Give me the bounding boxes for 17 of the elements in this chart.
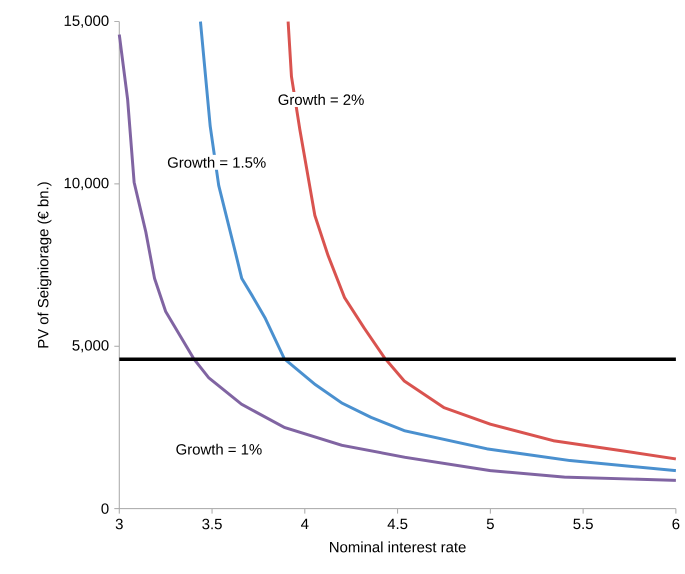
series-label: Growth = 2%: [278, 94, 364, 106]
y-axis-title: PV of Seigniorage (€ bn.): [38, 182, 52, 348]
x-tick-label: 3: [116, 518, 123, 530]
x-tick-label: 4.5: [388, 518, 408, 530]
y-tick-label: 10,000: [64, 178, 109, 190]
x-tick-label: 6: [672, 518, 680, 530]
x-tick-label: 5: [486, 518, 494, 530]
x-tick-label: 5.5: [573, 518, 593, 530]
y-tick-label: 15,000: [64, 16, 109, 28]
line-series: [118, 33, 678, 482]
y-tick-label: 5,000: [72, 340, 109, 353]
series-label: Growth = 1%: [176, 444, 262, 455]
x-axis-title: Nominal interest rate: [330, 542, 466, 553]
x-tick-label: 3.5: [202, 518, 222, 530]
x-tick-label: 4: [301, 518, 309, 530]
y-tick-label: 0: [101, 504, 109, 514]
series-label: Growth = 1.5%: [168, 157, 266, 168]
